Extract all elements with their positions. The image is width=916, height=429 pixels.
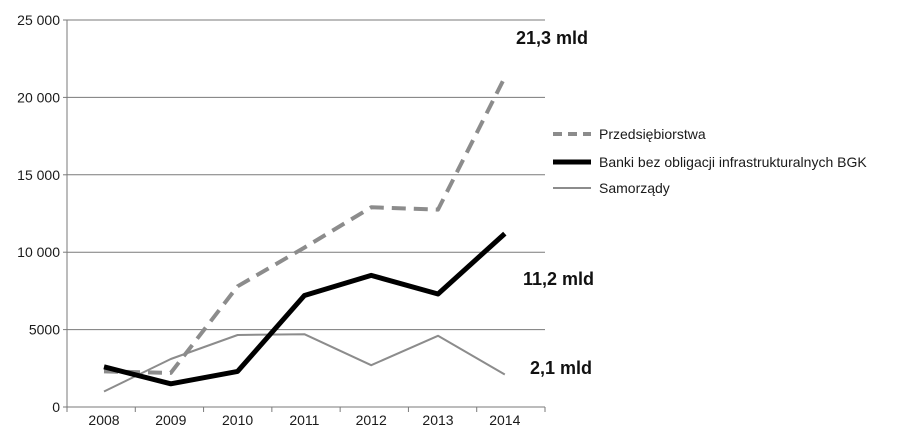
y-tick-label: 10 000 [17,244,60,260]
y-tick-label: 0 [52,399,60,415]
x-tick-label: 2009 [155,412,186,428]
x-tick-label: 2014 [489,412,520,428]
legend: Przedsiębiorstwa Banki bez obligacji infr… [553,126,867,196]
annotation-label-1: 11,2 mld [523,269,594,289]
annotation-label-0: 21,3 mld [516,28,588,48]
legend-label-0: Przedsiębiorstwa [599,126,706,142]
x-axis: 2008 2009 2010 2011 2012 2013 2014 [66,406,546,428]
legend-label-1: Banki bez obligacji infrastrukturalnych … [599,154,867,170]
series-line-2 [103,333,506,393]
y-axis: 0 5000 10 000 15 000 20 000 25 000 [17,12,68,415]
y-tick-label: 5000 [29,322,60,338]
x-tick-label: 2010 [222,412,253,428]
series-lines [103,76,507,393]
legend-label-2: Samorządy [599,180,670,196]
gridlines [67,19,545,331]
x-tick-label: 2012 [356,412,387,428]
annotation-label-2: 2,1 mld [530,358,592,378]
x-tick-label: 2013 [422,412,453,428]
x-tick-label: 2011 [289,412,319,428]
y-tick-label: 25 000 [17,12,60,28]
series-line-1 [103,231,507,387]
y-tick-label: 20 000 [17,89,60,105]
series-line-0 [103,76,507,375]
annotations: 21,3 mld 11,2 mld 2,1 mld [516,28,594,378]
y-tick-label: 15 000 [17,167,60,183]
x-tick-label: 2008 [88,412,119,428]
